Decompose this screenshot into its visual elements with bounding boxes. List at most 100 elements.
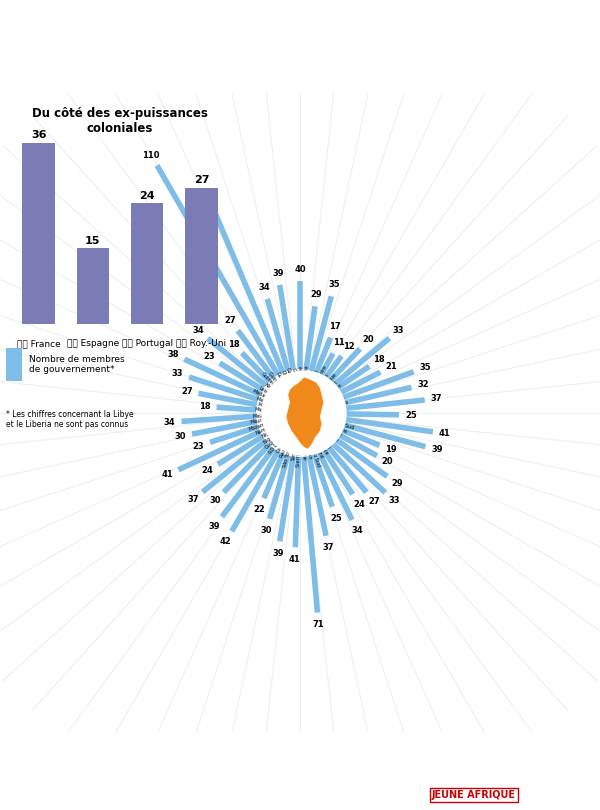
Text: Soudan: Soudan [304, 441, 312, 460]
Text: Zimbabwe: Zimbabwe [322, 420, 348, 434]
Text: Maurice: Maurice [252, 412, 272, 419]
Text: Angola: Angola [329, 411, 347, 416]
Text: Algérie: Algérie [329, 415, 347, 422]
Text: 34: 34 [352, 526, 363, 535]
Text: Swaziland: Swaziland [309, 435, 325, 459]
Text: Sénégal: Sénégal [290, 441, 298, 461]
Bar [6, 348, 22, 381]
Text: Éthiopie: Éthiopie [297, 365, 303, 386]
Text: Bénin: Bénin [331, 406, 345, 412]
Text: 🇪🇸 Espagne: 🇪🇸 Espagne [67, 339, 119, 348]
Text: Madagascar: Madagascar [251, 389, 280, 406]
Text: 🇵🇹 Portugal: 🇵🇹 Portugal [122, 339, 173, 348]
Text: Togo: Togo [322, 433, 334, 445]
Text: 38: 38 [168, 350, 179, 359]
Text: Comores: Comores [314, 372, 331, 393]
Text: 27: 27 [194, 176, 209, 185]
Text: 27: 27 [368, 497, 380, 506]
Text: Mozambique: Mozambique [248, 418, 280, 432]
Text: 24: 24 [202, 467, 214, 475]
Text: 37: 37 [187, 495, 199, 504]
Text: Cameroun: Cameroun [320, 382, 343, 401]
Text: Ouganda: Ouganda [264, 431, 283, 450]
Text: 15: 15 [85, 236, 101, 246]
Text: 35: 35 [419, 363, 431, 372]
Text: Cap-Vert: Cap-Vert [319, 380, 339, 398]
Text: 39: 39 [272, 269, 284, 278]
Text: Rwanda: Rwanda [279, 438, 291, 458]
Text: Guinée: Guinée [274, 372, 287, 389]
Text: Namibie: Namibie [255, 423, 276, 436]
Text: 34: 34 [193, 326, 204, 335]
Text: Malawi: Malawi [255, 396, 273, 407]
Text: 29: 29 [391, 479, 403, 488]
Text: Tunisie: Tunisie [322, 428, 339, 442]
Text: Djibouti: Djibouti [308, 368, 320, 388]
Text: JEUNE AFRIQUE: JEUNE AFRIQUE [432, 791, 516, 800]
Text: 30: 30 [209, 497, 221, 505]
Polygon shape [286, 377, 324, 449]
Text: Guinée éq.: Guinée éq. [267, 370, 287, 395]
Text: Nombre de membres
de gouvernement*: Nombre de membres de gouvernement* [29, 355, 124, 374]
Text: 41: 41 [289, 555, 301, 564]
Text: Côte d'Ivoire: Côte d'Ivoire [308, 365, 328, 394]
Text: 39: 39 [209, 522, 220, 531]
Text: 33: 33 [388, 497, 400, 505]
Text: Ghana: Ghana [280, 370, 290, 386]
Text: 19: 19 [385, 446, 397, 454]
Text: Soudan du Sud: Soudan du Sud [304, 431, 321, 467]
Text: 30: 30 [260, 526, 272, 535]
Text: Du côté des ex-puissances
coloniales: Du côté des ex-puissances coloniales [32, 107, 208, 135]
Text: 71: 71 [313, 620, 325, 629]
Text: Nigeria: Nigeria [262, 429, 279, 445]
Text: Mali: Mali [257, 403, 268, 409]
Text: Burundi: Burundi [324, 390, 344, 403]
Text: Maroc: Maroc [254, 407, 269, 413]
Text: 41: 41 [161, 471, 173, 480]
Text: Lesotho: Lesotho [258, 386, 277, 400]
Text: 23: 23 [204, 352, 215, 361]
Text: Mauritanie: Mauritanie [249, 416, 276, 425]
Text: 22: 22 [253, 505, 265, 514]
Text: 34: 34 [164, 418, 175, 427]
Text: Congo: Congo [275, 438, 287, 454]
Text: 27: 27 [225, 317, 236, 326]
Text: 39: 39 [272, 548, 284, 557]
Text: Gambie: Gambie [284, 367, 295, 386]
Bar [131, 203, 163, 324]
Text: São Tomé-et-Pr.: São Tomé-et-Pr. [282, 431, 297, 468]
Text: 🇫🇷 France: 🇫🇷 France [17, 339, 61, 348]
Text: Centrafrique: Centrafrique [313, 373, 338, 399]
Polygon shape [286, 377, 324, 449]
Text: 110: 110 [142, 151, 160, 160]
Text: 41: 41 [439, 429, 451, 438]
Text: 21: 21 [385, 362, 397, 371]
Text: RD Congo: RD Congo [268, 433, 286, 454]
Text: Guinée-Bissau: Guinée-Bissau [260, 372, 287, 400]
Text: 20: 20 [382, 457, 393, 466]
Circle shape [262, 371, 346, 455]
Text: 🇬🇧 Roy.-Uni: 🇬🇧 Roy.-Uni [176, 339, 226, 348]
Text: 37: 37 [431, 394, 442, 403]
Text: Burkina: Burkina [326, 394, 346, 406]
Text: Tanzanie: Tanzanie [313, 435, 329, 455]
Text: 35: 35 [329, 280, 340, 289]
Text: Niger: Niger [261, 428, 275, 439]
Text: Érythrée: Érythrée [301, 364, 310, 386]
Text: 30: 30 [175, 432, 186, 441]
Text: 12: 12 [343, 342, 355, 351]
Text: 24: 24 [353, 500, 365, 509]
Text: 24: 24 [139, 190, 155, 201]
Text: Somalie: Somalie [300, 441, 307, 461]
Text: * Les chiffres concernant la Libye
et le Liberia ne sont pas connus: * Les chiffres concernant la Libye et le… [6, 410, 134, 429]
Text: 40: 40 [294, 265, 306, 274]
Text: 18: 18 [199, 402, 211, 411]
Text: 18: 18 [373, 355, 385, 364]
Text: 11: 11 [333, 339, 345, 347]
Text: 42: 42 [220, 537, 232, 546]
Text: 25: 25 [405, 411, 417, 420]
Text: 33: 33 [393, 326, 404, 335]
Text: 25: 25 [330, 514, 342, 522]
Text: 17: 17 [329, 322, 341, 331]
Text: Sierra Leone: Sierra Leone [296, 436, 302, 467]
